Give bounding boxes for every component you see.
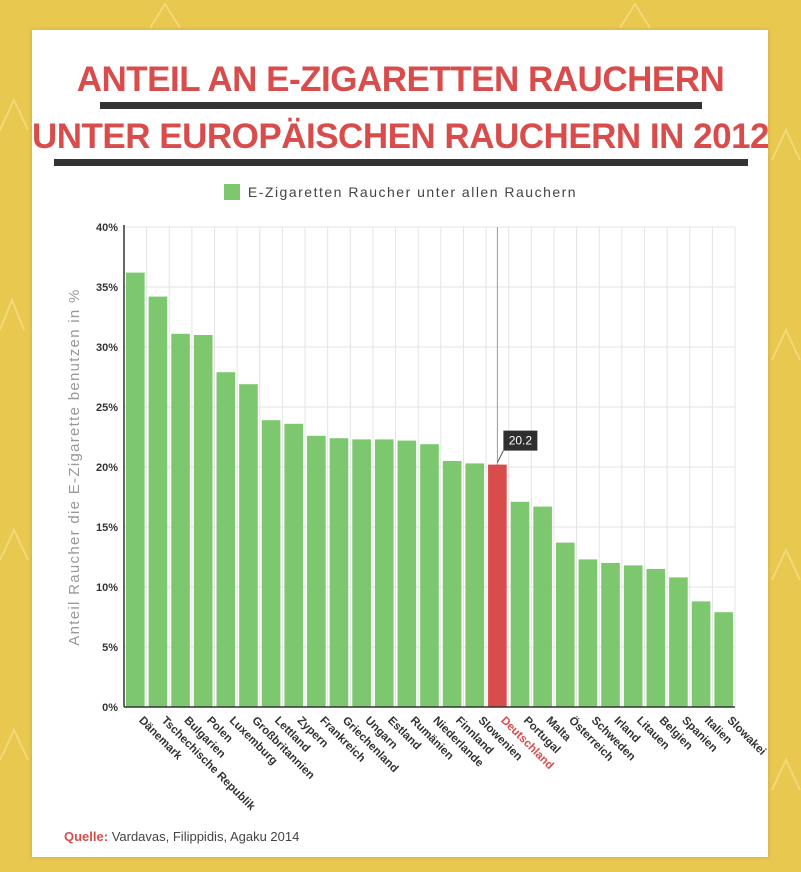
y-tick-label: 30% [96, 342, 118, 354]
bar [578, 559, 598, 707]
bar [623, 565, 643, 707]
bar [148, 296, 168, 707]
bar [510, 501, 530, 707]
bar [307, 435, 326, 707]
bar [646, 569, 666, 707]
bar [533, 506, 552, 707]
bar [261, 420, 281, 707]
bar [171, 333, 190, 707]
bar [216, 372, 236, 707]
title-line-1: ANTEIL AN E-ZIGARETTEN RAUCHERN [76, 60, 725, 99]
y-tick-label: 20% [96, 462, 118, 474]
tooltip-pointer [496, 450, 504, 463]
title-underline-1 [100, 102, 702, 109]
source-note: Quelle: Vardavas, Filippidis, Agaku 2014 [64, 829, 299, 844]
y-tick-label: 5% [102, 642, 118, 654]
bar [442, 461, 462, 707]
bar [329, 438, 349, 707]
legend-swatch [223, 184, 240, 200]
legend-label: E-Zigaretten Raucher unter allen Raucher… [247, 184, 578, 200]
bar [239, 384, 258, 707]
bar [126, 272, 145, 707]
y-tick-label: 10% [96, 582, 118, 594]
bar [420, 444, 439, 707]
bar [284, 423, 304, 707]
y-axis-label: Anteil Raucher die E-Zigarette benutzen … [66, 288, 83, 645]
y-tick-label: 15% [96, 522, 118, 534]
bar-highlight [488, 464, 507, 707]
source-text: Vardavas, Filippidis, Agaku 2014 [108, 829, 300, 844]
tooltip-value: 20.2 [509, 434, 533, 448]
y-tick-label: 0% [102, 702, 118, 714]
y-tick-label: 25% [96, 402, 118, 414]
title-line-2: UNTER EUROPÄISCHEN RAUCHERN IN 2012 [31, 117, 770, 156]
bar [601, 563, 620, 707]
y-tick-label: 35% [96, 282, 118, 294]
bar [714, 612, 733, 707]
title-underline-2 [54, 159, 748, 166]
bar [691, 601, 711, 707]
y-tick-label: 40% [96, 222, 118, 234]
source-label: Quelle: [64, 829, 109, 844]
bar [397, 440, 417, 707]
legend: E-Zigaretten Raucher unter allen Raucher… [0, 184, 801, 200]
bar [669, 577, 688, 707]
bar [374, 439, 394, 707]
bar [465, 463, 485, 707]
bar [352, 439, 371, 707]
bar [555, 542, 575, 707]
tooltip-box [503, 430, 538, 451]
bar [193, 335, 213, 707]
